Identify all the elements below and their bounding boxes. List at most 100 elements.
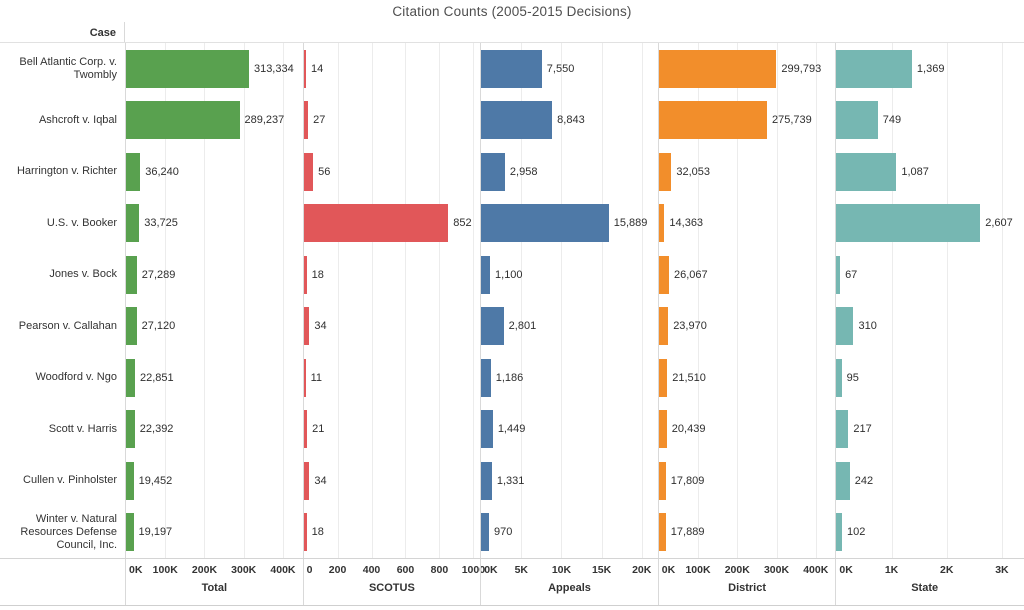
district-bar[interactable] <box>658 204 665 243</box>
state-bar[interactable] <box>836 307 854 346</box>
district-bar[interactable] <box>658 410 667 449</box>
case-label[interactable]: U.S. v. Booker <box>46 216 117 229</box>
bar-row: 217 <box>836 404 1013 456</box>
bar-row: 23,970 <box>658 301 836 353</box>
gridline <box>891 43 893 558</box>
state-bar[interactable] <box>836 152 897 191</box>
panel-total: 313,334 289,237 36,240 33,725 27,289 27,120 22… <box>125 43 303 558</box>
case-label[interactable]: Ashcroft v. Iqbal <box>38 113 117 126</box>
appeals-bar[interactable] <box>481 461 492 500</box>
state-bar[interactable] <box>836 513 842 552</box>
scotus-bar[interactable] <box>303 358 306 397</box>
total-bar[interactable] <box>126 307 137 346</box>
total-bar[interactable] <box>126 101 240 140</box>
case-column-header[interactable]: Case <box>0 22 125 42</box>
scotus-bar[interactable] <box>303 307 310 346</box>
scotus-bar[interactable] <box>303 255 307 294</box>
appeals-bar[interactable] <box>481 307 504 346</box>
axis-tick: 0K <box>839 564 853 576</box>
scotus-bar[interactable] <box>303 513 307 552</box>
axis-panel-appeals: 0K 5K 10K 15K 20K Appeals <box>480 559 658 605</box>
appeals-bar[interactable] <box>481 152 505 191</box>
district-bar[interactable] <box>658 101 767 140</box>
axis-tick: 800 <box>430 564 449 576</box>
appeals-bar[interactable] <box>481 204 609 243</box>
scotus-bar[interactable] <box>303 152 314 191</box>
district-bar[interactable] <box>658 307 669 346</box>
district-bar[interactable] <box>658 49 777 88</box>
gridline <box>473 43 475 558</box>
gridline <box>1001 43 1003 558</box>
gridline <box>371 43 373 558</box>
state-bar[interactable] <box>836 255 841 294</box>
gridline <box>946 43 948 558</box>
scotus-bar[interactable] <box>303 101 309 140</box>
bar-value-label: 26,067 <box>674 268 708 281</box>
axis-tick: 0 <box>306 564 313 576</box>
axis-panel-title: SCOTUS <box>368 582 415 594</box>
district-bar[interactable] <box>658 461 666 500</box>
case-label[interactable]: Woodford v. Ngo <box>35 371 117 384</box>
case-label[interactable]: Cullen v. Pinholster <box>23 474 117 487</box>
total-bar[interactable] <box>126 204 140 243</box>
bar-value-label: 17,809 <box>670 474 705 487</box>
bar-value-label: 299,793 <box>781 62 822 75</box>
appeals-bar[interactable] <box>481 49 542 88</box>
scotus-bar[interactable] <box>303 461 310 500</box>
gridline <box>815 43 817 558</box>
bar-value-label: 23,970 <box>673 320 707 333</box>
state-bar[interactable] <box>836 204 981 243</box>
case-label[interactable]: Jones v. Bock <box>49 268 117 281</box>
appeals-bar[interactable] <box>481 513 489 552</box>
bar-row: 15,889 <box>481 198 658 250</box>
total-bar[interactable] <box>126 255 137 294</box>
bar-value-label: 18 <box>311 268 324 281</box>
bar-row: 275,739 <box>658 95 836 147</box>
district-bar[interactable] <box>658 358 668 397</box>
axis-tick: 200K <box>191 564 218 576</box>
appeals-bar[interactable] <box>481 410 493 449</box>
district-bar[interactable] <box>658 152 672 191</box>
bar-row: 17,889 <box>658 507 836 559</box>
appeals-bar[interactable] <box>481 255 491 294</box>
bar-row: 20,439 <box>658 404 836 456</box>
case-label[interactable]: Bell Atlantic Corp. v. Twombly <box>19 55 117 81</box>
scotus-bar[interactable] <box>303 204 449 243</box>
bar-value-label: 275,739 <box>771 114 812 127</box>
case-label[interactable]: Scott v. Harris <box>48 422 117 435</box>
axis-tick: 400 <box>362 564 381 576</box>
state-bar[interactable] <box>836 49 912 88</box>
state-bar[interactable] <box>836 410 849 449</box>
scotus-bar[interactable] <box>303 49 306 88</box>
appeals-bar[interactable] <box>481 358 491 397</box>
bar-value-label: 95 <box>846 371 859 384</box>
gridline <box>243 43 245 558</box>
panel-district: 299,793 275,739 32,053 14,363 26,067 23,970 21… <box>657 43 836 559</box>
total-bar[interactable] <box>126 358 135 397</box>
bar-row: 36,240 <box>126 146 303 198</box>
gridline <box>698 43 700 558</box>
total-bar[interactable] <box>126 152 141 191</box>
axis-tick: 100K <box>685 564 711 576</box>
case-label[interactable]: Winter v. Natural Resources Defense Coun… <box>20 512 117 551</box>
scotus-bar[interactable] <box>303 410 308 449</box>
bar-value-label: 852 <box>453 217 472 230</box>
bar-row: 2,607 <box>836 198 1013 250</box>
total-bar[interactable] <box>126 513 134 552</box>
case-label[interactable]: Pearson v. Callahan <box>18 319 117 332</box>
state-bar[interactable] <box>836 101 878 140</box>
total-bar[interactable] <box>126 461 134 500</box>
bar-value-label: 67 <box>845 268 858 281</box>
state-bar[interactable] <box>836 358 842 397</box>
bar-row: 1,100 <box>481 249 658 301</box>
chart-title: Citation Counts (2005-2015 Decisions) <box>392 3 632 19</box>
appeals-bar[interactable] <box>481 101 553 140</box>
state-bar[interactable] <box>836 461 850 500</box>
case-label[interactable]: Harrington v. Richter <box>16 165 117 178</box>
total-bar[interactable] <box>126 49 249 88</box>
bar-row: 2,958 <box>481 146 658 198</box>
bar-value-label: 310 <box>858 320 877 333</box>
district-bar[interactable] <box>658 513 666 552</box>
district-bar[interactable] <box>658 255 669 294</box>
total-bar[interactable] <box>126 410 135 449</box>
